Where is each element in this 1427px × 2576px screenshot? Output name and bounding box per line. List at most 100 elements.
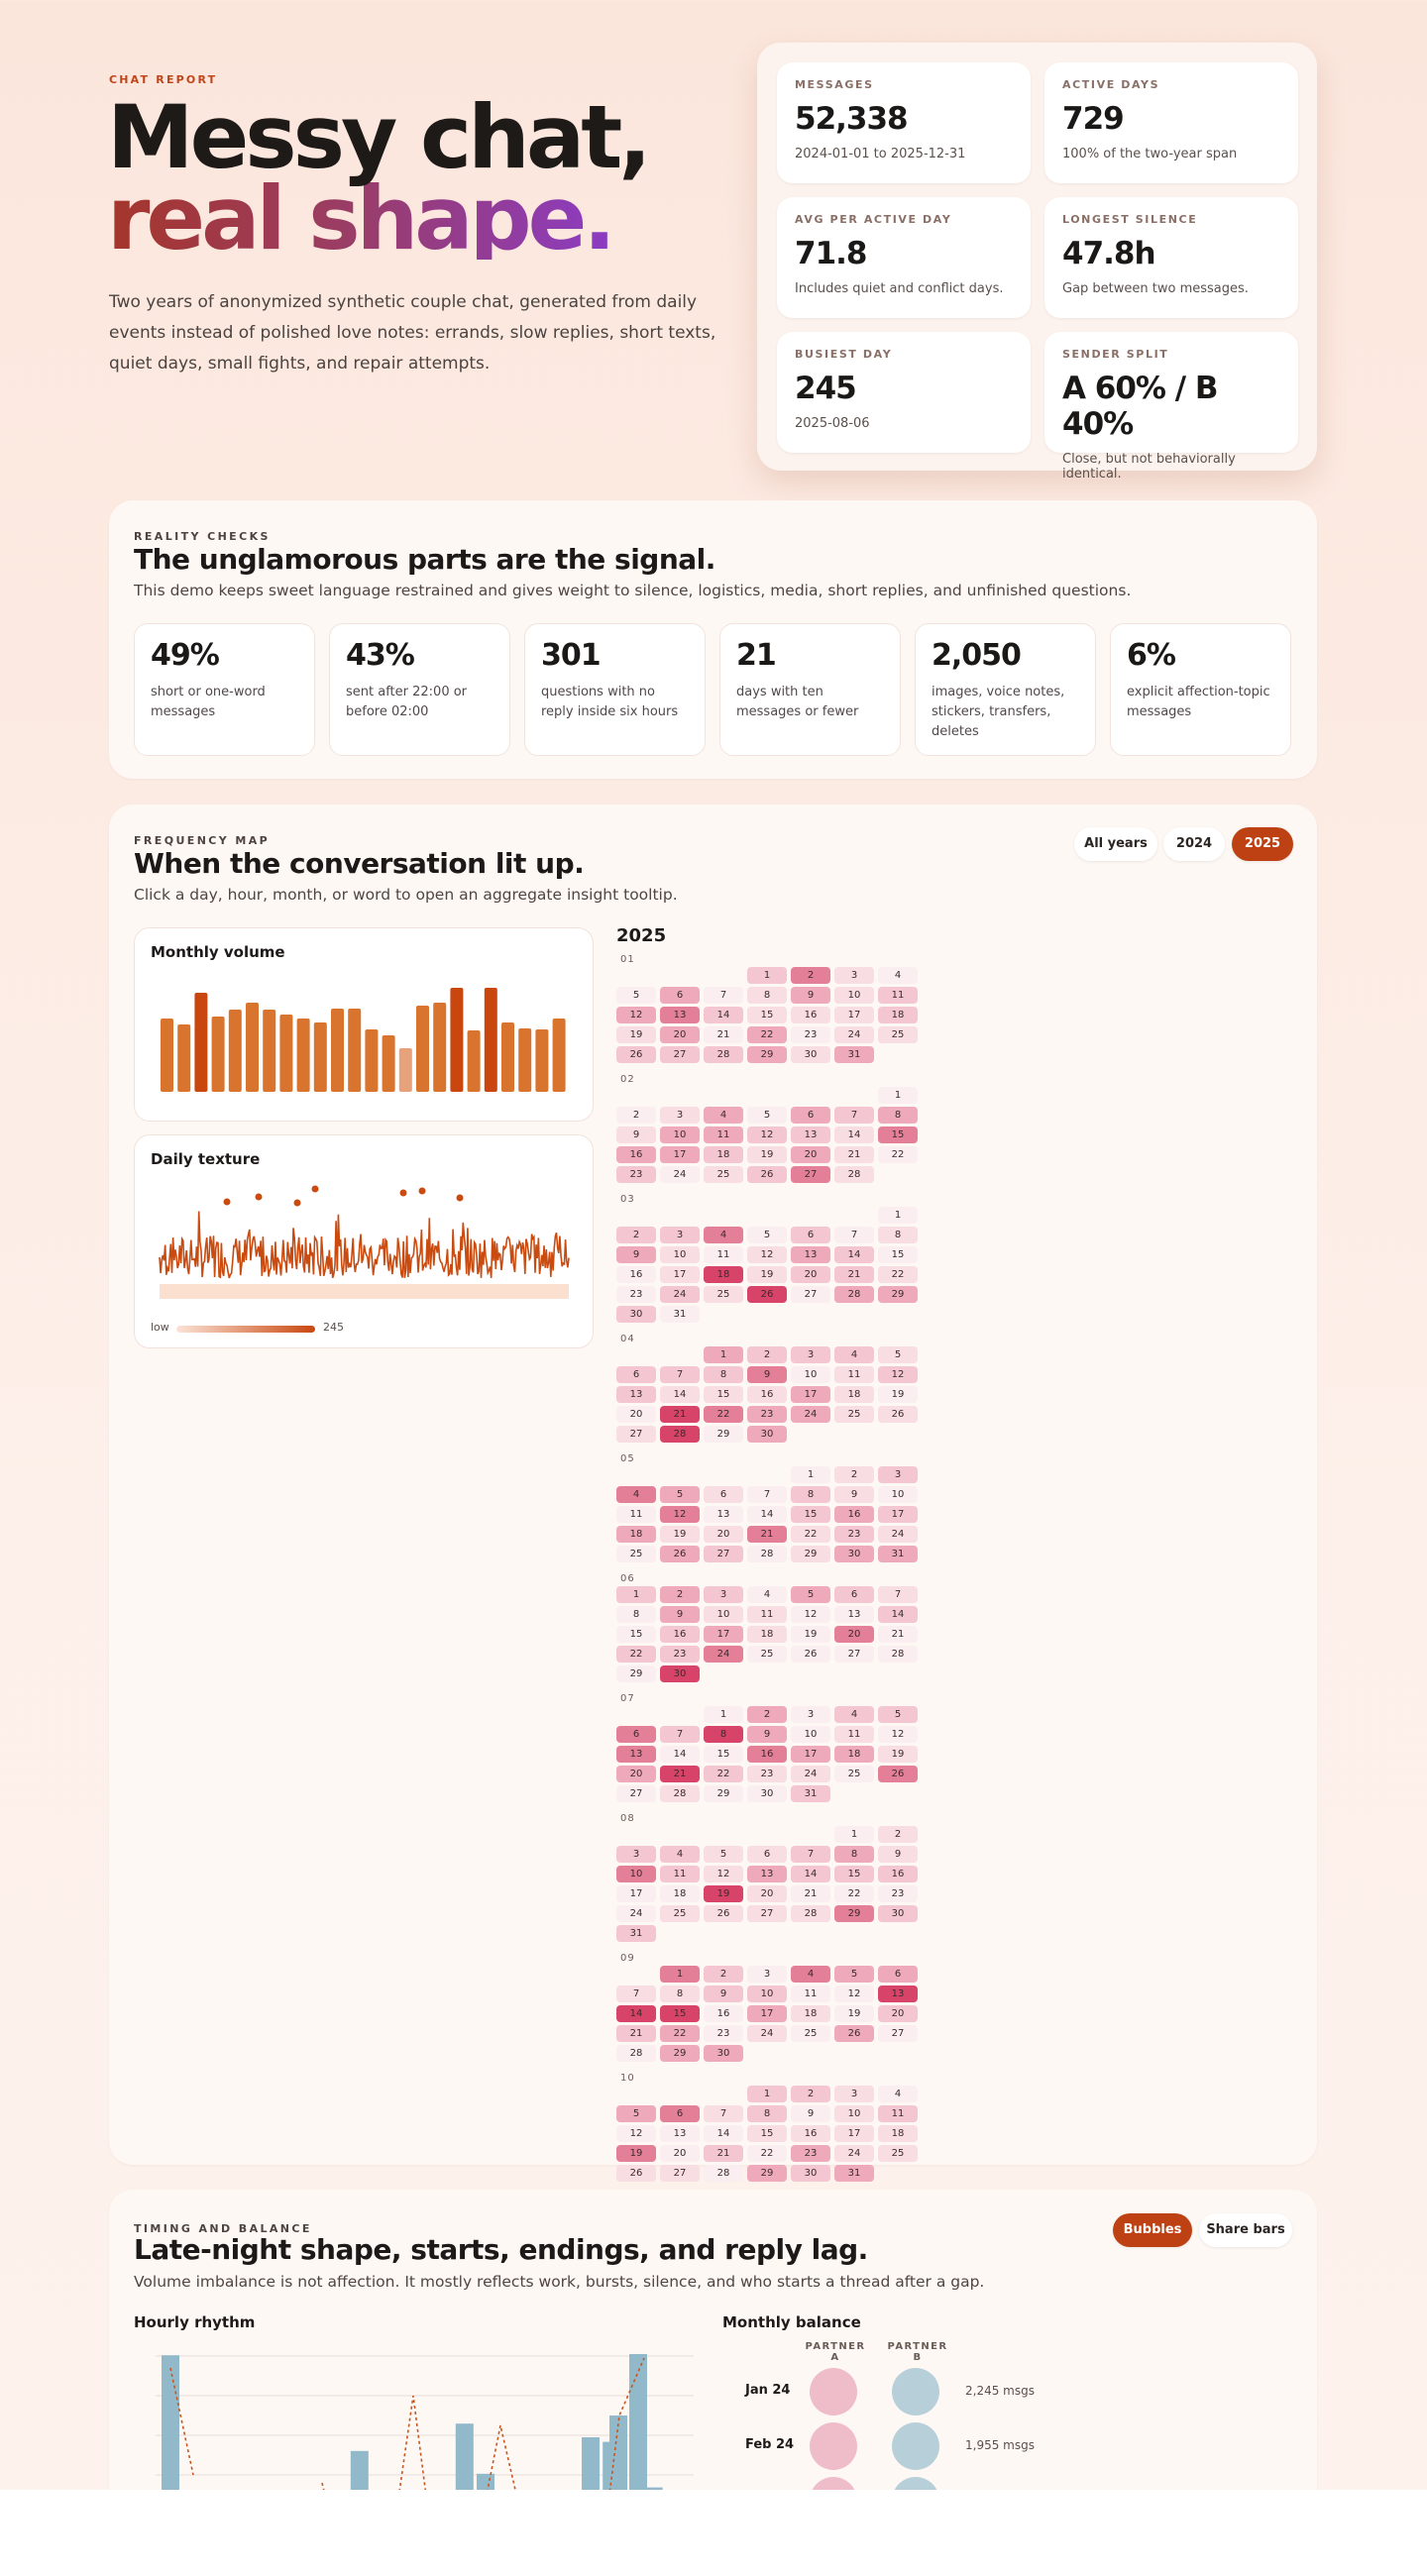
calendar-day[interactable]: 31 [834, 1046, 874, 1063]
calendar-day[interactable]: 18 [704, 1266, 743, 1283]
calendar-day[interactable]: 5 [660, 1486, 700, 1503]
calendar-day[interactable]: 16 [791, 2125, 830, 2142]
calendar-day[interactable]: 29 [616, 1665, 656, 1682]
calendar-day[interactable]: 14 [791, 1866, 830, 1882]
calendar-day[interactable]: 6 [704, 1486, 743, 1503]
calendar-day[interactable]: 8 [616, 1606, 656, 1623]
calendar-day[interactable]: 30 [791, 1046, 830, 1063]
calendar-day[interactable]: 11 [878, 987, 918, 1004]
calendar-day[interactable]: 2 [747, 1346, 787, 1363]
calendar-day[interactable]: 20 [878, 2005, 918, 2022]
calendar-day[interactable]: 24 [704, 1646, 743, 1663]
calendar-day[interactable]: 13 [747, 1866, 787, 1882]
calendar-day[interactable]: 1 [834, 1826, 874, 1843]
calendar-day[interactable]: 29 [878, 1286, 918, 1303]
calendar-day[interactable]: 20 [704, 1526, 743, 1543]
calendar-day[interactable]: 10 [791, 1366, 830, 1383]
calendar-day[interactable]: 9 [660, 1606, 700, 1623]
partner-a-bubble[interactable] [810, 2368, 857, 2415]
calendar-day[interactable]: 17 [660, 1266, 700, 1283]
calendar-day[interactable]: 8 [834, 1846, 874, 1863]
calendar-day[interactable]: 21 [660, 1406, 700, 1423]
calendar-day[interactable]: 5 [616, 987, 656, 1004]
calendar-day[interactable]: 23 [834, 1526, 874, 1543]
daily-line[interactable] [159, 1211, 570, 1279]
calendar-day[interactable]: 14 [616, 2005, 656, 2022]
calendar-day[interactable]: 7 [791, 1846, 830, 1863]
calendar-day[interactable]: 22 [704, 1406, 743, 1423]
filter-all-years[interactable]: All years [1074, 827, 1157, 861]
calendar-day[interactable]: 9 [791, 987, 830, 1004]
calendar-day[interactable]: 22 [660, 2025, 700, 2042]
calendar-day[interactable]: 7 [834, 1107, 874, 1124]
calendar-day[interactable]: 27 [616, 1426, 656, 1443]
monthly-bar[interactable] [416, 1006, 429, 1092]
calendar-day[interactable]: 13 [878, 1986, 918, 2002]
calendar-day[interactable]: 31 [834, 2165, 874, 2182]
monthly-bar[interactable] [518, 1028, 532, 1092]
calendar-day[interactable]: 21 [704, 1026, 743, 1043]
calendar-day[interactable]: 15 [834, 1866, 874, 1882]
monthly-bar[interactable] [535, 1029, 549, 1092]
calendar-day[interactable]: 9 [834, 1486, 874, 1503]
calendar-day[interactable]: 23 [704, 2025, 743, 2042]
calendar-day[interactable]: 13 [791, 1246, 830, 1263]
calendar-day[interactable]: 24 [834, 2145, 874, 2162]
calendar-day[interactable]: 9 [878, 1846, 918, 1863]
calendar-day[interactable]: 27 [791, 1286, 830, 1303]
daily-area[interactable] [160, 1284, 569, 1299]
calendar-day[interactable]: 23 [747, 1406, 787, 1423]
calendar-day[interactable]: 7 [747, 1486, 787, 1503]
monthly-bar[interactable] [467, 1030, 481, 1092]
monthly-bar[interactable] [433, 1003, 447, 1092]
calendar-day[interactable]: 10 [616, 1866, 656, 1882]
monthly-bar[interactable] [313, 1022, 327, 1092]
calendar-day[interactable]: 26 [878, 1766, 918, 1782]
monthly-bar[interactable] [331, 1009, 344, 1092]
daily-peak-point[interactable] [311, 1185, 319, 1193]
calendar-day[interactable]: 7 [616, 1986, 656, 2002]
calendar-day[interactable]: 10 [834, 987, 874, 1004]
monthly-bar[interactable] [161, 1019, 173, 1092]
monthly-bar[interactable] [501, 1022, 514, 1092]
calendar-day[interactable]: 19 [747, 1266, 787, 1283]
calendar-day[interactable]: 4 [704, 1107, 743, 1124]
calendar-day[interactable]: 23 [616, 1286, 656, 1303]
calendar-day[interactable]: 2 [747, 1706, 787, 1723]
calendar-day[interactable]: 20 [660, 1026, 700, 1043]
calendar-day[interactable]: 8 [791, 1486, 830, 1503]
calendar-day[interactable]: 18 [660, 1885, 700, 1902]
calendar-day[interactable]: 9 [747, 1726, 787, 1743]
calendar-day[interactable]: 29 [747, 1046, 787, 1063]
calendar-day[interactable]: 15 [704, 1746, 743, 1763]
calendar-day[interactable]: 27 [660, 1046, 700, 1063]
calendar-day[interactable]: 3 [834, 2086, 874, 2102]
calendar-day[interactable]: 17 [791, 1386, 830, 1403]
calendar-day[interactable]: 30 [878, 1905, 918, 1922]
calendar-day[interactable]: 10 [704, 1606, 743, 1623]
calendar-day[interactable]: 12 [878, 1366, 918, 1383]
calendar-day[interactable]: 7 [704, 987, 743, 1004]
calendar-day[interactable]: 3 [878, 1466, 918, 1483]
calendar-day[interactable]: 26 [747, 1166, 787, 1183]
partner-a-bubble[interactable] [810, 2422, 857, 2470]
calendar-day[interactable]: 16 [878, 1866, 918, 1882]
calendar-day[interactable]: 11 [791, 1986, 830, 2002]
calendar-day[interactable]: 14 [834, 1246, 874, 1263]
calendar-day[interactable]: 17 [834, 2125, 874, 2142]
calendar-day[interactable]: 9 [747, 1366, 787, 1383]
calendar-day[interactable]: 8 [747, 2105, 787, 2122]
calendar-day[interactable]: 31 [660, 1306, 700, 1323]
monthly-volume-chart[interactable]: Monthly volume [134, 927, 594, 1122]
calendar-day[interactable]: 20 [791, 1146, 830, 1163]
calendar-day[interactable]: 14 [834, 1127, 874, 1143]
calendar-day[interactable]: 4 [747, 1586, 787, 1603]
calendar-day[interactable]: 10 [660, 1127, 700, 1143]
calendar-day[interactable]: 1 [747, 967, 787, 984]
calendar-day[interactable]: 2 [660, 1586, 700, 1603]
calendar-day[interactable]: 3 [704, 1586, 743, 1603]
calendar-day[interactable]: 17 [791, 1746, 830, 1763]
calendar-day[interactable]: 2 [791, 2086, 830, 2102]
daily-peak-point[interactable] [293, 1199, 301, 1207]
calendar-day[interactable]: 29 [704, 1426, 743, 1443]
